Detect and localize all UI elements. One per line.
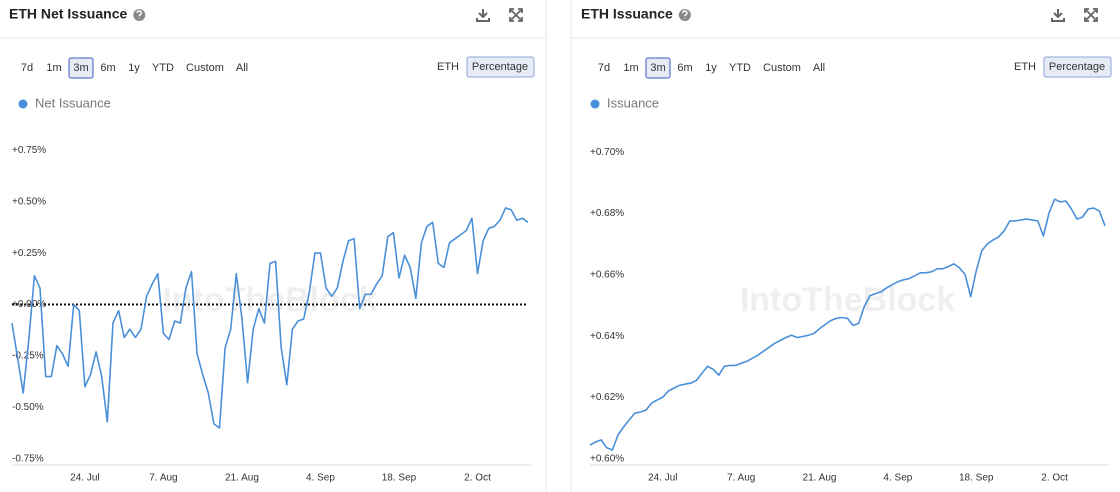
range-button[interactable]: 1m: [46, 62, 61, 74]
legend-label[interactable]: Net Issuance: [35, 95, 111, 110]
x-tick-label: 7. Aug: [727, 473, 755, 484]
x-tick-label: 18. Sep: [959, 473, 994, 484]
y-tick-label: +0.62%: [590, 392, 624, 403]
data-line: [589, 198, 1106, 451]
y-tick-label: +0.60%: [590, 454, 624, 465]
range-button[interactable]: YTD: [729, 62, 751, 74]
unit-button[interactable]: ETH: [437, 61, 459, 73]
x-tick-label: 21. Aug: [225, 473, 259, 484]
range-button[interactable]: 6m: [677, 62, 692, 74]
y-tick-label: +0.70%: [590, 147, 624, 158]
x-tick-label: 18. Sep: [382, 473, 417, 484]
x-tick-label: 4. Sep: [883, 473, 912, 484]
unit-button[interactable]: Percentage: [1049, 61, 1105, 73]
y-tick-label: +0.50%: [12, 196, 46, 207]
y-tick-label: +0.66%: [590, 270, 624, 281]
fullscreen-icon[interactable]: [509, 8, 523, 22]
x-tick-label: 7. Aug: [149, 473, 177, 484]
y-tick-label: +0.75%: [12, 145, 46, 156]
range-button[interactable]: 7d: [21, 62, 33, 74]
y-tick-label: +0.68%: [590, 208, 624, 219]
range-button[interactable]: 1y: [705, 62, 717, 74]
range-button[interactable]: 3m: [650, 62, 665, 74]
x-tick-label: 21. Aug: [803, 473, 837, 484]
download-icon[interactable]: [476, 9, 490, 22]
range-button[interactable]: 7d: [598, 62, 610, 74]
x-tick-label: 24. Jul: [648, 473, 677, 484]
range-button[interactable]: All: [236, 62, 248, 74]
legend-dot: [590, 99, 600, 109]
range-button[interactable]: Custom: [186, 62, 224, 74]
unit-button[interactable]: Percentage: [472, 61, 528, 73]
range-button[interactable]: All: [813, 62, 825, 74]
data-line: [11, 207, 529, 429]
x-tick-label: 24. Jul: [70, 473, 99, 484]
range-button[interactable]: 1y: [128, 62, 140, 74]
help-icon-glyph: [682, 10, 688, 19]
chart-title: ETH Issuance: [581, 6, 673, 22]
download-icon[interactable]: [1051, 9, 1065, 22]
y-tick-label: -0.50%: [12, 402, 44, 413]
fullscreen-icon[interactable]: [1084, 8, 1098, 22]
help-icon-glyph: [136, 10, 142, 19]
range-button[interactable]: 1m: [623, 62, 638, 74]
y-tick-label: -0.75%: [12, 453, 44, 464]
range-button-selected: [645, 57, 671, 79]
unit-button-selected: [466, 56, 535, 78]
chart-title: ETH Net Issuance: [9, 6, 127, 22]
watermark: IntoTheBlock: [162, 281, 377, 319]
unit-button[interactable]: ETH: [1014, 61, 1036, 73]
x-tick-label: 2. Oct: [1041, 473, 1068, 484]
range-button[interactable]: Custom: [763, 62, 801, 74]
range-button-selected: [68, 57, 94, 79]
y-tick-label: +0.64%: [590, 331, 624, 342]
watermark: IntoTheBlock: [740, 281, 955, 319]
y-tick-label: -0.25%: [12, 351, 44, 362]
range-button[interactable]: 3m: [73, 62, 88, 74]
legend-dot: [18, 99, 28, 109]
legend-label[interactable]: Issuance: [607, 95, 659, 110]
x-tick-label: 4. Sep: [306, 473, 335, 484]
y-tick-label: +0.25%: [12, 248, 46, 259]
x-tick-label: 2. Oct: [464, 473, 491, 484]
unit-button-selected: [1043, 56, 1112, 78]
range-button[interactable]: 6m: [100, 62, 115, 74]
range-button[interactable]: YTD: [152, 62, 174, 74]
